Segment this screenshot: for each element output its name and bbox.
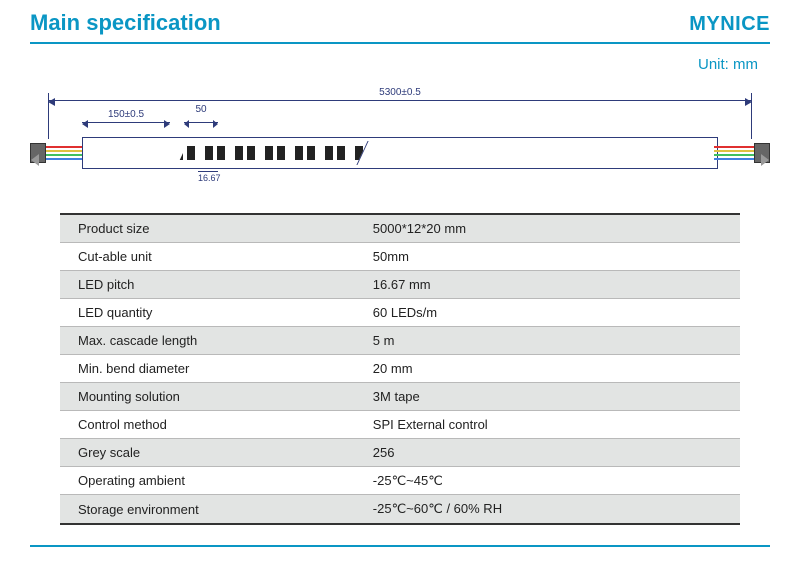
unit-label: Unit: mm	[0, 44, 800, 73]
wires-left	[46, 146, 86, 160]
header: Main specification MYNICE	[0, 0, 800, 36]
pcb-pattern	[177, 146, 368, 160]
table-row: Product size5000*12*20 mm	[60, 215, 740, 243]
dim-value: 16.67	[198, 173, 221, 183]
dim-line	[82, 122, 170, 123]
spec-value: 16.67 mm	[373, 277, 740, 292]
wire	[714, 154, 754, 156]
table-row: Cut-able unit50mm	[60, 243, 740, 271]
spec-value: 60 LEDs/m	[373, 305, 740, 320]
spec-label: Max. cascade length	[60, 333, 373, 348]
dim-line	[48, 100, 752, 101]
dim-line	[184, 122, 218, 123]
wire	[46, 158, 86, 160]
spec-value: -25℃~60℃ / 60% RH	[373, 501, 740, 517]
spec-label: Grey scale	[60, 445, 373, 460]
spec-value: SPI External control	[373, 417, 740, 432]
dimension-diagram: 5300±0.5 150±0.5 50 16.67	[30, 93, 770, 203]
spec-label: Cut-able unit	[60, 249, 373, 264]
table-row: Min. bend diameter20 mm	[60, 355, 740, 383]
table-row: Max. cascade length5 m	[60, 327, 740, 355]
spec-label: Product size	[60, 221, 373, 236]
spec-label: LED pitch	[60, 277, 373, 292]
connector-left	[30, 143, 46, 163]
spec-value: 5000*12*20 mm	[373, 221, 740, 236]
spec-value: 3M tape	[373, 389, 740, 404]
spec-table: Product size5000*12*20 mmCut-able unit50…	[60, 213, 740, 525]
pcb-window	[177, 141, 368, 165]
dim-cut-unit: 50	[184, 115, 218, 129]
table-row: Control methodSPI External control	[60, 411, 740, 439]
table-row: Operating ambient-25℃~45℃	[60, 467, 740, 495]
connector-right	[754, 143, 770, 163]
dim-overall: 5300±0.5	[48, 93, 752, 107]
page-title: Main specification	[30, 10, 221, 36]
spec-label: Control method	[60, 417, 373, 432]
spec-value: 50mm	[373, 249, 740, 264]
dim-value: 5300±0.5	[377, 87, 423, 98]
spec-label: Min. bend diameter	[60, 361, 373, 376]
arrow-icon	[31, 154, 39, 166]
brand-logo: MYNICE	[689, 13, 770, 36]
dim-line	[198, 171, 218, 172]
wire	[714, 158, 754, 160]
table-row: LED quantity60 LEDs/m	[60, 299, 740, 327]
spec-label: Operating ambient	[60, 473, 373, 488]
spec-label: Storage environment	[60, 502, 373, 517]
wire	[714, 150, 754, 152]
dim-lead: 150±0.5	[82, 115, 170, 129]
spec-value: -25℃~45℃	[373, 473, 740, 489]
dim-value: 150±0.5	[106, 109, 146, 120]
table-row: Grey scale256	[60, 439, 740, 467]
spec-label: LED quantity	[60, 305, 373, 320]
spec-value: 20 mm	[373, 361, 740, 376]
divider-bottom	[30, 545, 770, 547]
wires-right	[714, 146, 754, 160]
wire	[714, 146, 754, 148]
spec-value: 256	[373, 445, 740, 460]
dim-value: 50	[193, 104, 208, 115]
spec-value: 5 m	[373, 333, 740, 348]
wire	[46, 154, 86, 156]
strip-assembly	[30, 137, 770, 169]
table-row: LED pitch16.67 mm	[60, 271, 740, 299]
wire	[46, 150, 86, 152]
spec-label: Mounting solution	[60, 389, 373, 404]
arrow-icon	[761, 154, 769, 166]
wire	[46, 146, 86, 148]
table-row: Mounting solution3M tape	[60, 383, 740, 411]
table-row: Storage environment-25℃~60℃ / 60% RH	[60, 495, 740, 523]
strip-body	[82, 137, 718, 169]
